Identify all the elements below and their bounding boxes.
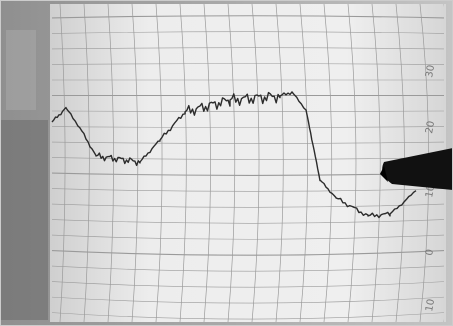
scale-label: 0 [424,248,436,256]
pen-tip [380,166,388,182]
recorder-pen-icon [380,148,453,190]
grid-line-vertical [155,4,163,322]
grid-line-vertical [371,4,381,322]
grid-line-horizontal [52,188,444,192]
grid-line-horizontal [52,15,444,19]
grid-line-horizontal [52,219,444,224]
grid-line-horizontal [52,296,444,304]
grid-line-horizontal [52,265,444,272]
grid-line-horizontal [52,47,444,50]
paper-grid [52,4,444,322]
grid-line-vertical [179,4,187,322]
grid-line-horizontal [52,281,444,288]
grid-line-vertical [203,4,211,322]
grid-line-horizontal [52,63,444,65]
grid-line-vertical [59,4,66,322]
grid-line-vertical [299,4,308,322]
grid-line-vertical [347,4,357,322]
grid-line-horizontal [52,203,444,208]
recorded-trace [51,91,417,219]
grid-line-vertical [83,4,90,322]
background-left-object [6,30,36,110]
grid-line-horizontal [52,249,444,256]
grid-line-vertical [275,4,284,322]
background-left-object [0,120,48,320]
grid-line-vertical [251,4,260,322]
grid-line-horizontal [52,234,444,240]
chart-drum [50,4,446,322]
pen-arm [382,148,453,190]
scale-label: 10 [424,298,437,312]
grid-line-horizontal [52,126,444,128]
grid-line-vertical [227,4,236,322]
grid-line-horizontal [52,141,444,144]
scale-label: 20 [424,120,437,134]
grid-line-horizontal [52,312,444,320]
grid-line-vertical [323,4,333,322]
grid-line-horizontal [52,31,444,34]
grid-line-vertical [107,4,114,322]
scale-label: 30 [424,64,437,78]
grid-line-horizontal [52,110,444,112]
